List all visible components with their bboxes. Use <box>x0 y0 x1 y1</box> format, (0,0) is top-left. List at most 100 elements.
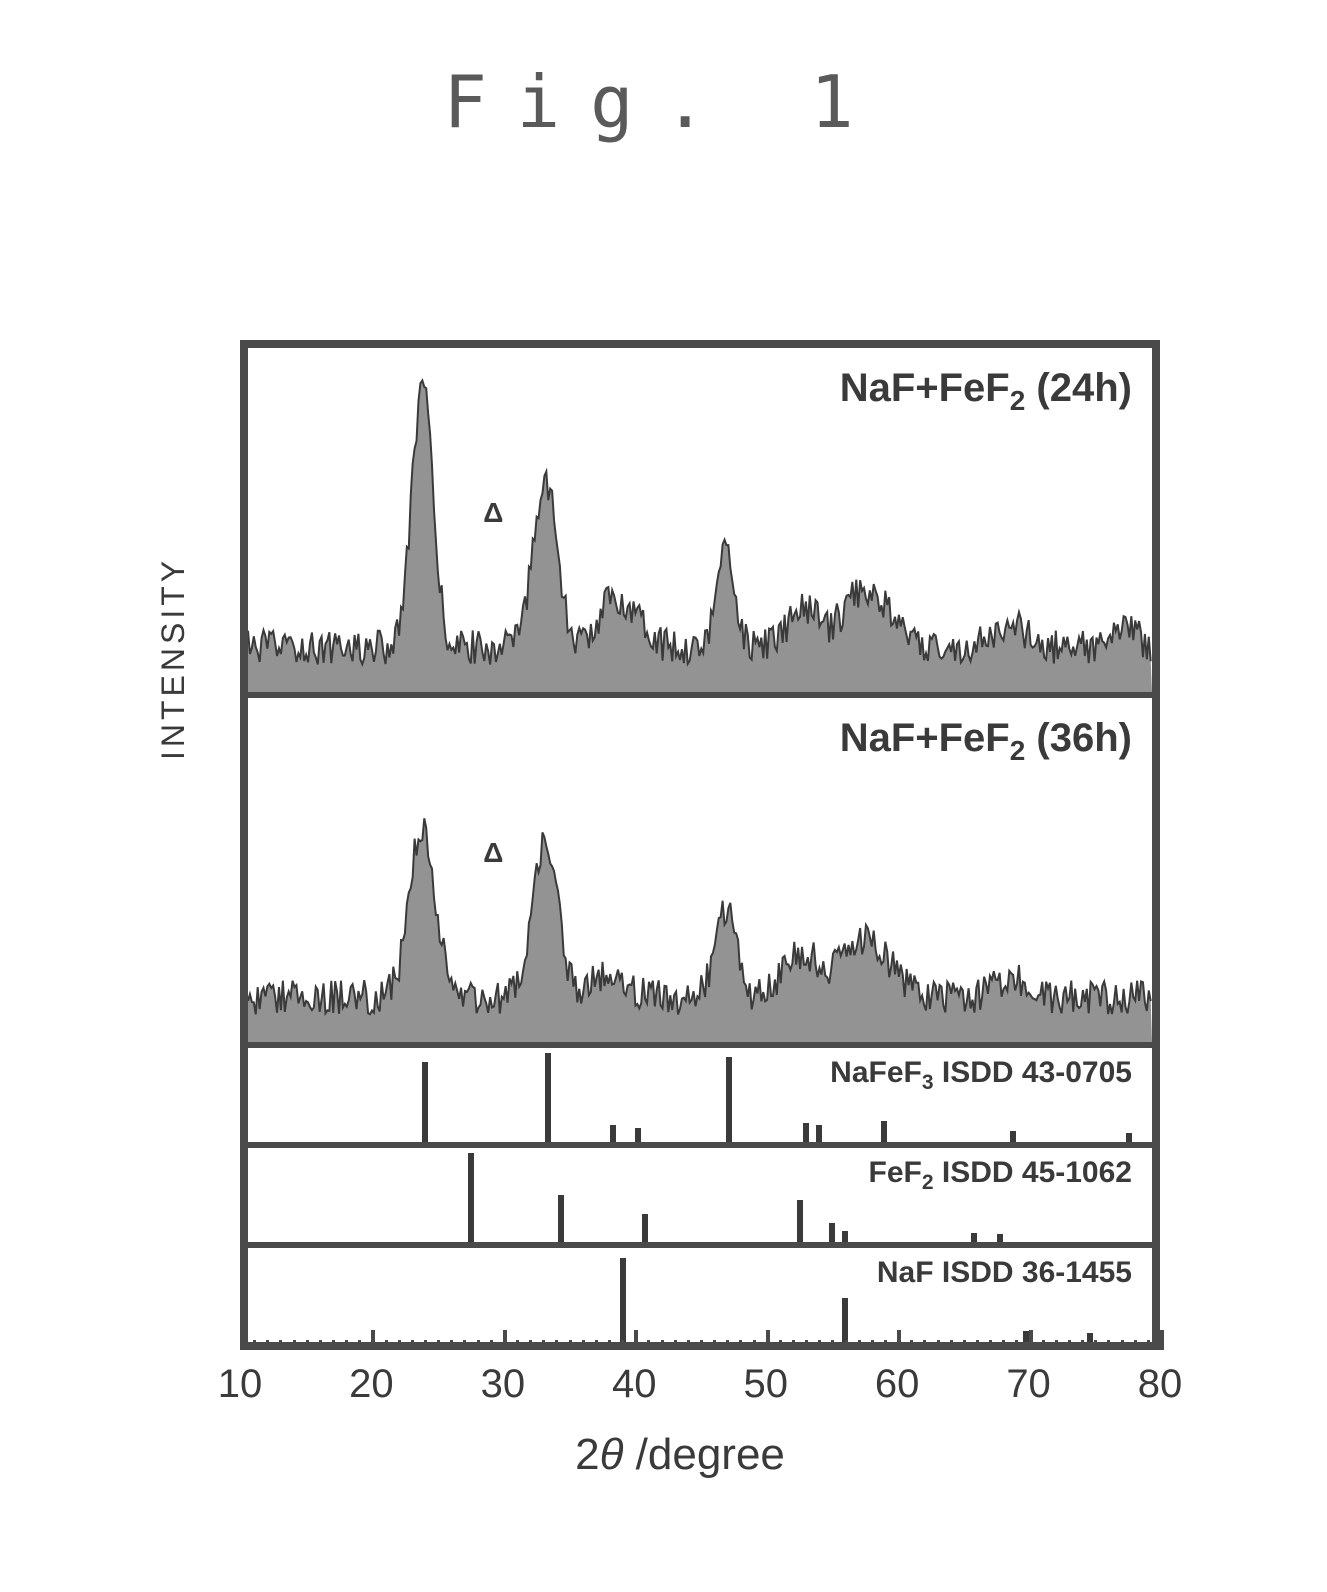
x-minor-tick <box>805 1340 808 1350</box>
x-minor-tick <box>1015 1340 1018 1350</box>
x-tick-label: 20 <box>349 1362 394 1407</box>
delta-marker-icon: Δ <box>483 497 503 529</box>
spectrum-line <box>248 380 1151 664</box>
panel-24h: NaF+FeF2 (24h) Δ <box>248 348 1152 698</box>
panel-ref-fef2: FeF2 ISDD 45-1062 <box>248 1148 1152 1248</box>
reference-peak-line <box>422 1062 428 1142</box>
label-text: NaF+FeF <box>840 366 1010 410</box>
panel-label-36h: NaF+FeF2 (36h) <box>840 716 1132 767</box>
x-minor-tick <box>1107 1340 1110 1350</box>
x-minor-tick <box>1042 1340 1045 1350</box>
label-sub: 2 <box>1010 735 1026 766</box>
x-minor-tick <box>1068 1340 1071 1350</box>
x-minor-tick <box>319 1340 322 1350</box>
x-minor-tick <box>529 1340 532 1350</box>
reference-peak-line <box>1126 1133 1132 1142</box>
x-minor-tick <box>490 1340 493 1350</box>
spectrum-fill <box>248 818 1152 1042</box>
label-text: ISDD 45-1062 <box>934 1156 1132 1189</box>
reference-peak-line <box>842 1298 848 1342</box>
x-minor-tick <box>713 1340 716 1350</box>
x-axis-ticks: 1020304050607080 <box>240 1350 1160 1370</box>
label-text: (36h) <box>1025 716 1132 760</box>
delta-marker-icon: Δ <box>483 837 503 869</box>
x-minor-tick <box>726 1340 729 1350</box>
x-minor-tick <box>1147 1340 1150 1350</box>
x-minor-tick <box>424 1340 427 1350</box>
reference-peak-line <box>610 1125 616 1142</box>
x-minor-tick <box>437 1340 440 1350</box>
x-minor-tick <box>1094 1340 1097 1350</box>
x-minor-tick <box>1121 1340 1124 1350</box>
x-minor-tick <box>792 1340 795 1350</box>
x-major-tick <box>766 1330 770 1350</box>
x-major-tick <box>371 1330 375 1350</box>
xrd-chart: INTENSITY NaF+FeF2 (24h) Δ NaF+FeF2 (36h… <box>155 340 1205 1520</box>
label-text: FeF <box>869 1156 922 1189</box>
x-minor-tick <box>332 1340 335 1350</box>
label-text: (24h) <box>1025 366 1132 410</box>
label-sub: 2 <box>1010 385 1026 416</box>
x-tick-label: 70 <box>1006 1362 1051 1407</box>
x-minor-tick <box>976 1340 979 1350</box>
x-minor-tick <box>937 1340 940 1350</box>
reference-peak-line <box>797 1200 803 1242</box>
x-minor-tick <box>845 1340 848 1350</box>
spectrum-line <box>248 818 1151 1014</box>
x-tick-label: 50 <box>743 1362 788 1407</box>
x-major-tick <box>1160 1330 1164 1350</box>
xlabel-prefix: 2 <box>575 1430 599 1479</box>
reference-peak-line <box>1087 1333 1093 1342</box>
x-minor-tick <box>923 1340 926 1350</box>
reference-peak-line <box>558 1195 564 1242</box>
reference-peak-line <box>642 1214 648 1242</box>
figure-title: Fig. 1 <box>0 60 1327 144</box>
x-major-tick <box>1029 1330 1033 1350</box>
x-minor-tick <box>871 1340 874 1350</box>
x-minor-tick <box>621 1340 624 1350</box>
x-minor-tick <box>477 1340 480 1350</box>
x-minor-tick <box>398 1340 401 1350</box>
panel-label-ref1: NaFeF3 ISDD 43-0705 <box>830 1056 1132 1095</box>
panel-ref-naf: NaF ISDD 36-1455 <box>248 1248 1152 1342</box>
x-minor-tick <box>858 1340 861 1350</box>
x-minor-tick <box>266 1340 269 1350</box>
plot-area: NaF+FeF2 (24h) Δ NaF+FeF2 (36h) Δ NaFeF3… <box>240 340 1160 1350</box>
x-minor-tick <box>385 1340 388 1350</box>
panel-ref-nafef3: NaFeF3 ISDD 43-0705 <box>248 1048 1152 1148</box>
reference-peak-line <box>620 1258 626 1342</box>
xlabel-theta: θ <box>600 1430 624 1479</box>
x-minor-tick <box>779 1340 782 1350</box>
label-text: ISDD 36-1455 <box>934 1256 1132 1289</box>
reference-peak-line <box>971 1233 977 1242</box>
x-tick-label: 80 <box>1138 1362 1183 1407</box>
label-sub: 3 <box>922 1071 934 1094</box>
reference-peak-line <box>635 1128 641 1142</box>
panel-label-ref3: NaF ISDD 36-1455 <box>877 1256 1132 1295</box>
x-minor-tick <box>463 1340 466 1350</box>
x-minor-tick <box>1002 1340 1005 1350</box>
x-minor-tick <box>910 1340 913 1350</box>
panel-label-ref2: FeF2 ISDD 45-1062 <box>869 1156 1132 1195</box>
x-minor-tick <box>306 1340 309 1350</box>
x-minor-tick <box>884 1340 887 1350</box>
x-minor-tick <box>569 1340 572 1350</box>
x-tick-label: 60 <box>875 1362 920 1407</box>
x-minor-tick <box>582 1340 585 1350</box>
x-minor-tick <box>818 1340 821 1350</box>
x-minor-tick <box>516 1340 519 1350</box>
reference-peak-line <box>829 1223 835 1242</box>
reference-peak-line <box>997 1234 1003 1242</box>
x-minor-tick <box>345 1340 348 1350</box>
x-minor-tick <box>450 1340 453 1350</box>
label-text: NaF <box>877 1256 934 1289</box>
reference-peak-line <box>881 1121 887 1142</box>
reference-peak-line <box>842 1231 848 1242</box>
x-minor-tick <box>674 1340 677 1350</box>
x-minor-tick <box>739 1340 742 1350</box>
x-minor-tick <box>963 1340 966 1350</box>
x-minor-tick <box>1134 1340 1137 1350</box>
x-minor-tick <box>411 1340 414 1350</box>
reference-peak-line <box>545 1053 551 1142</box>
reference-peak-line <box>803 1123 809 1142</box>
